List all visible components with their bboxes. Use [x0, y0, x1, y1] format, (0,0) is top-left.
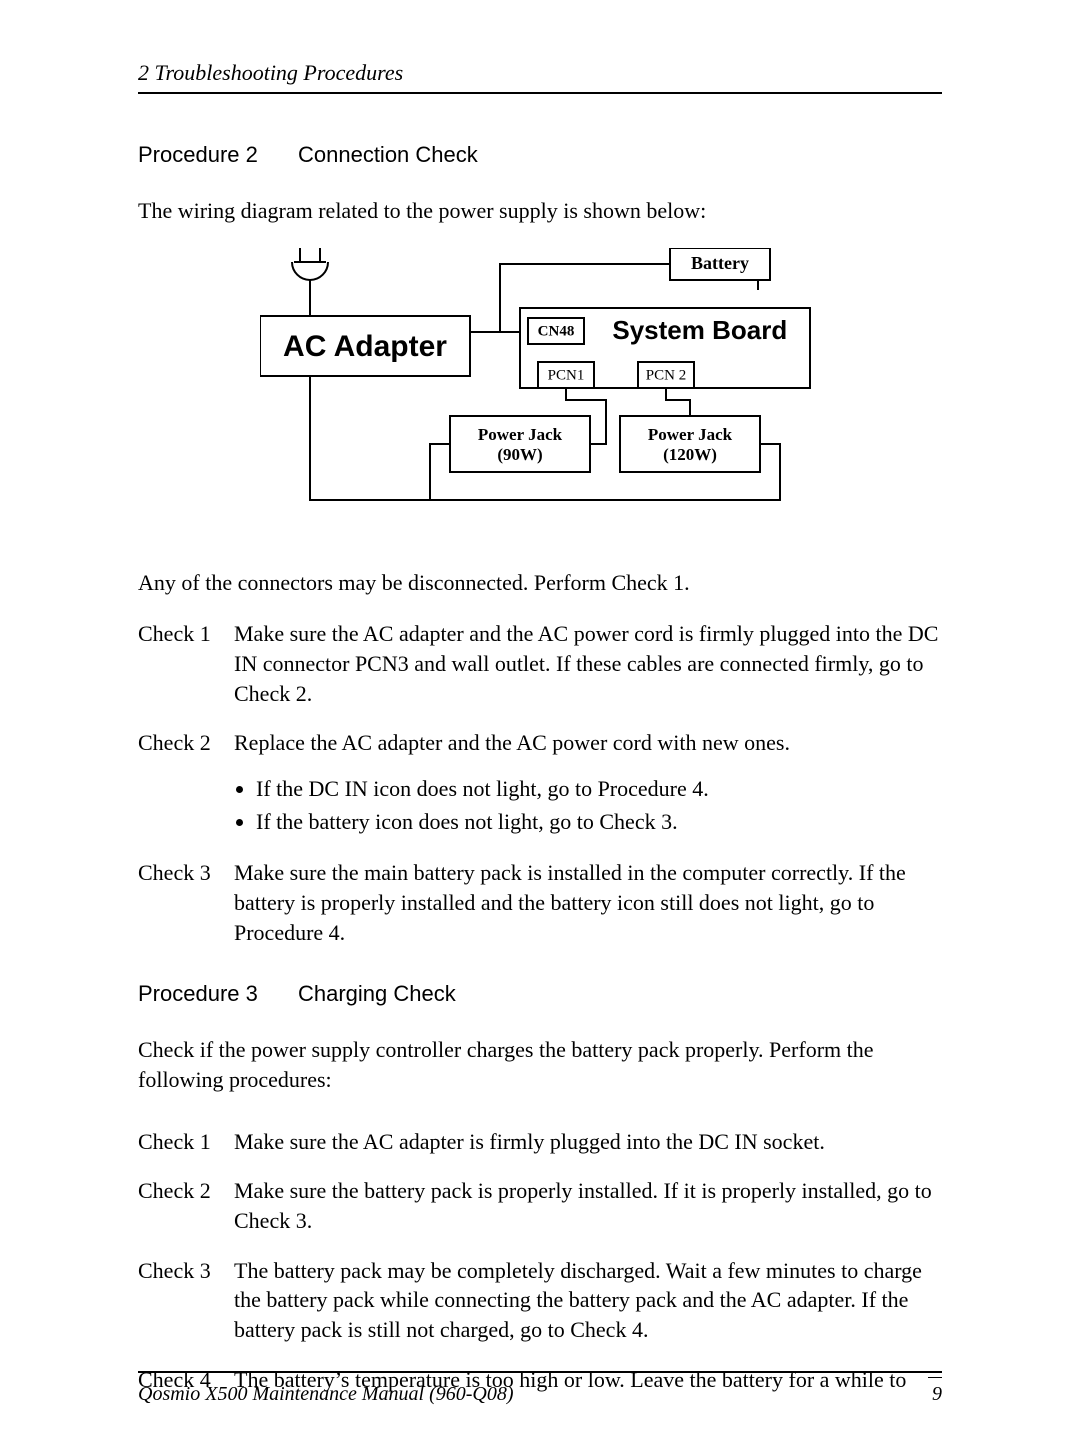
procedure-2-heading: Procedure 2 Connection Check: [138, 142, 942, 168]
procedure-2-number: Procedure 2: [138, 142, 258, 168]
footer-page-number: 9: [932, 1383, 942, 1406]
footer-manual-title: Qosmio X500 Maintenance Manual (960-Q08): [138, 1383, 514, 1406]
proc2-check-2-label: Check 2: [138, 728, 234, 838]
wiring-diagram: AC Adapter Battery System Board CN48 PCN1 PCN…: [138, 248, 942, 528]
svg-text:(90W): (90W): [497, 445, 542, 464]
svg-text:Power Jack: Power Jack: [648, 425, 733, 444]
proc3-check-3-label: Check 3: [138, 1256, 234, 1345]
procedure-3-intro: Check if the power supply controller cha…: [138, 1035, 942, 1094]
procedure-2-after-diagram: Any of the connectors may be disconnecte…: [138, 568, 942, 598]
proc2-check-2-body: Replace the AC adapter and the AC power …: [234, 728, 942, 838]
svg-text:(120W): (120W): [663, 445, 717, 464]
procedure-3-title: Charging Check: [298, 981, 456, 1006]
proc3-check-2: Check 2Make sure the battery pack is pro…: [138, 1176, 942, 1235]
proc3-check-1-body: Make sure the AC adapter is firmly plugg…: [234, 1127, 942, 1157]
proc2-check-3: Check 3Make sure the main battery pack i…: [138, 858, 942, 947]
proc2-check-1: Check 1Make sure the AC adapter and the …: [138, 619, 942, 708]
svg-text:System Board: System Board: [612, 315, 787, 345]
procedure-3-heading: Procedure 3 Charging Check: [138, 981, 942, 1007]
svg-text:Power Jack: Power Jack: [478, 425, 563, 444]
proc3-check-3-body: The battery pack may be completely disch…: [234, 1256, 942, 1345]
proc3-check-1-label: Check 1: [138, 1127, 234, 1157]
svg-text:AC Adapter: AC Adapter: [283, 330, 447, 363]
proc3-check-2-body: Make sure the battery pack is properly i…: [234, 1176, 942, 1235]
procedure-2-intro: The wiring diagram related to the power …: [138, 196, 942, 226]
chapter-header: 2 Troubleshooting Procedures: [138, 60, 942, 94]
procedure-2-title: Connection Check: [298, 142, 478, 167]
svg-text:CN48: CN48: [538, 323, 575, 339]
procedure-3-number: Procedure 3: [138, 981, 258, 1007]
page-footer: Qosmio X500 Maintenance Manual (960-Q08)…: [138, 1371, 942, 1406]
proc2-check-1-body: Make sure the AC adapter and the AC powe…: [234, 619, 942, 708]
svg-text:PCN 2: PCN 2: [646, 367, 686, 383]
proc3-check-3: Check 3The battery pack may be completel…: [138, 1256, 942, 1345]
proc2-check-1-label: Check 1: [138, 619, 234, 708]
proc3-check-2-label: Check 2: [138, 1176, 234, 1235]
proc2-check-2-bullet-2: If the battery icon does not light, go t…: [256, 805, 942, 838]
proc2-check-2-bullet-1: If the DC IN icon does not light, go to …: [256, 772, 942, 805]
svg-text:PCN1: PCN1: [548, 367, 585, 383]
proc2-check-3-label: Check 3: [138, 858, 234, 947]
proc2-check-2-bullets: If the DC IN icon does not light, go to …: [256, 772, 942, 838]
proc2-check-2: Check 2Replace the AC adapter and the AC…: [138, 728, 942, 838]
proc3-check-1: Check 1Make sure the AC adapter is firml…: [138, 1127, 942, 1157]
svg-text:Battery: Battery: [691, 253, 749, 273]
proc2-check-3-body: Make sure the main battery pack is insta…: [234, 858, 942, 947]
